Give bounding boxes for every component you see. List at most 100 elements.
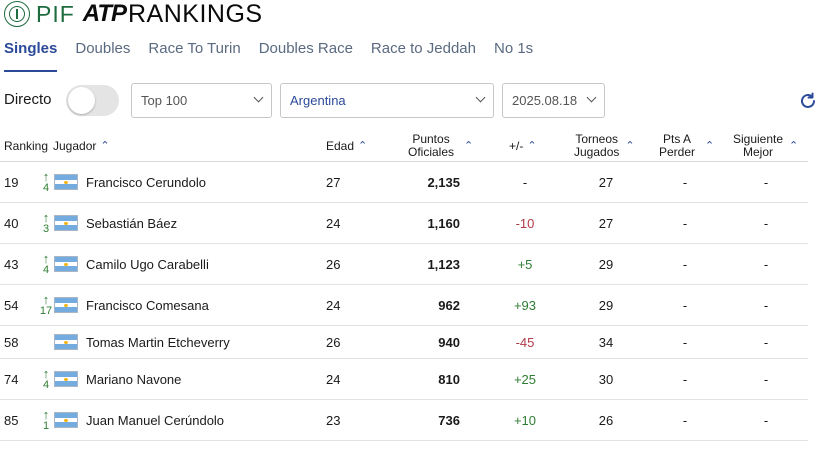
age-cell: 26	[326, 334, 341, 350]
tab-race-to-turin[interactable]: Race To Turin	[148, 40, 241, 57]
rank-cell: 40	[4, 215, 19, 231]
directo-toggle[interactable]	[66, 85, 119, 116]
argentina-flag-icon	[54, 174, 78, 190]
col-next-best[interactable]: Siguiente Mejor ⌃	[733, 130, 798, 162]
tournaments-played-cell: 27	[598, 174, 614, 190]
player-name-link[interactable]: Francisco Cerundolo	[86, 174, 206, 190]
points-cell: 1,123	[427, 256, 460, 272]
argentina-flag-icon	[54, 334, 78, 350]
country-flag-cell	[54, 285, 78, 325]
col-tournaments[interactable]: Torneos Jugados ⌃	[574, 130, 635, 162]
rank-movement: ↑ 4	[39, 162, 53, 202]
argentina-flag-icon	[54, 371, 78, 387]
table-row[interactable]: 40 ↑ 3 Sebastián Báez 24 1,160 -10 27 - -	[0, 203, 808, 244]
rank-movement: ↑ 3	[39, 203, 53, 243]
table-row[interactable]: 43 ↑ 4 Camilo Ugo Carabelli 26 1,123 +5 29 - -	[0, 244, 808, 285]
rank-movement: ↑ 17	[39, 285, 53, 325]
points-to-drop-cell: -	[682, 215, 688, 231]
table-header: Ranking Jugador ⌃ Edad ⌃ Puntos Oficiale…	[0, 130, 808, 162]
rank-movement-value: 4	[42, 263, 50, 276]
range-select[interactable]: Top 100	[131, 83, 272, 118]
col-age[interactable]: Edad ⌃	[326, 130, 367, 162]
points-cell: 1,160	[427, 215, 460, 231]
sort-icon: ⌃	[100, 139, 110, 152]
rank-movement: ↑ 1	[39, 400, 53, 440]
sort-icon: ⌃	[789, 139, 799, 152]
chevron-down-icon	[586, 92, 597, 103]
tournaments-played-cell: 26	[598, 412, 614, 428]
col-points-to-drop[interactable]: Pts A Perder ⌃	[659, 130, 714, 162]
col-points-to-drop-label: Pts A Perder	[659, 133, 695, 159]
col-player[interactable]: Jugador ⌃	[53, 130, 110, 162]
col-points-to-drop-label-line1: Pts A	[663, 132, 692, 146]
chevron-down-icon	[475, 92, 486, 103]
points-diff-cell: -10	[515, 215, 535, 231]
age-cell: 23	[326, 412, 341, 428]
col-tournaments-label: Torneos Jugados	[574, 133, 619, 159]
date-select[interactable]: 2025.08.18	[502, 83, 605, 118]
points-to-drop-cell: -	[682, 256, 688, 272]
points-to-drop-cell: -	[682, 412, 688, 428]
col-diff[interactable]: +/- ⌃	[509, 130, 537, 162]
sort-icon: ⌃	[625, 139, 635, 152]
col-points-label-line1: Puntos	[412, 132, 450, 146]
col-player-label: Jugador	[53, 138, 97, 153]
table-row[interactable]: 54 ↑ 17 Francisco Comesana 24 962 +93 29 - -	[0, 285, 808, 326]
player-name-link[interactable]: Mariano Navone	[86, 371, 182, 387]
points-cell: 940	[438, 334, 460, 350]
next-best-cell: -	[763, 371, 769, 387]
points-diff-cell: +10	[513, 412, 537, 428]
table-row[interactable]: 19 ↑ 4 Francisco Cerundolo 27 2,135 - 27 - -	[0, 162, 808, 203]
refresh-icon[interactable]	[798, 91, 818, 111]
next-best-cell: -	[763, 256, 769, 272]
points-cell: 810	[438, 371, 460, 387]
tournaments-played-cell: 34	[598, 334, 614, 350]
sort-icon: ⌃	[527, 139, 537, 152]
points-diff-cell: +93	[513, 297, 537, 313]
tab-singles[interactable]: Singles	[4, 38, 58, 72]
player-name-link[interactable]: Camilo Ugo Carabelli	[86, 256, 209, 272]
player-name-link[interactable]: Francisco Comesana	[86, 297, 209, 313]
rank-movement-value: 17	[39, 304, 53, 317]
age-cell: 24	[326, 215, 341, 231]
tournaments-played-cell: 29	[598, 256, 614, 272]
directo-label: Directo	[4, 91, 52, 108]
arrow-up-icon: ↑	[42, 168, 50, 184]
sort-icon: ⌃	[464, 139, 474, 152]
tab-no-1s[interactable]: No 1s	[493, 40, 534, 57]
tab-doubles[interactable]: Doubles	[75, 40, 131, 57]
col-points[interactable]: Puntos Oficiales ⌃	[408, 130, 473, 162]
player-name-link[interactable]: Sebastián Báez	[86, 215, 178, 231]
rank-movement-value: 1	[42, 419, 50, 432]
tab-doubles-race[interactable]: Doubles Race	[258, 40, 353, 57]
table-row[interactable]: 85 ↑ 1 Juan Manuel Cerúndolo 23 736 +10 26 - -	[0, 400, 808, 441]
player-name-link[interactable]: Tomas Martin Etcheverry	[86, 334, 230, 350]
rank-cell: 54	[4, 297, 19, 313]
next-best-cell: -	[763, 334, 769, 350]
col-points-to-drop-label-line2: Perder	[659, 145, 696, 159]
country-flag-cell	[54, 326, 78, 358]
sort-icon: ⌃	[705, 139, 715, 152]
tournaments-played-cell: 27	[598, 215, 614, 231]
table-row[interactable]: 58 Tomas Martin Etcheverry 26 940 -45 34 - -	[0, 326, 808, 359]
points-cell: 736	[438, 412, 460, 428]
col-ranking[interactable]: Ranking	[4, 130, 48, 162]
points-cell: 962	[438, 297, 460, 313]
ranking-tabs: Singles Doubles Race To Turin Doubles Ra…	[4, 38, 551, 72]
player-name-link[interactable]: Juan Manuel Cerúndolo	[86, 412, 225, 428]
next-best-cell: -	[763, 174, 769, 190]
toggle-knob	[68, 87, 95, 114]
col-age-label: Edad	[326, 138, 355, 153]
argentina-flag-icon	[54, 215, 78, 231]
rank-movement: ↑ 4	[39, 244, 53, 284]
points-to-drop-cell: -	[682, 174, 688, 190]
country-select-value: Argentina	[290, 93, 346, 108]
rank-movement-value: 4	[42, 378, 50, 391]
next-best-cell: -	[763, 215, 769, 231]
age-cell: 24	[326, 371, 341, 387]
country-select[interactable]: Argentina	[280, 83, 494, 118]
tab-race-to-jeddah[interactable]: Race to Jeddah	[370, 40, 476, 57]
table-row[interactable]: 74 ↑ 4 Mariano Navone 24 810 +25 30 - -	[0, 359, 808, 400]
argentina-flag-icon	[54, 256, 78, 272]
brand-logo: PIF ATP RANKINGS	[4, 0, 263, 28]
